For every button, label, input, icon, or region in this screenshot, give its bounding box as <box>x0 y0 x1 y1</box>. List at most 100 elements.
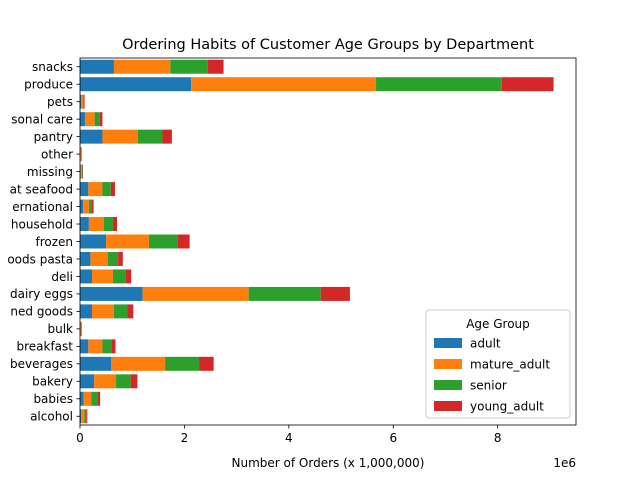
y-tick-label: sonal care <box>11 112 73 126</box>
bar-young_adult-beverages <box>199 356 214 371</box>
y-tick-label: alcohol <box>30 410 73 424</box>
bar-young_adult-personal-care <box>99 112 103 127</box>
bar-adult-alcohol <box>80 409 82 424</box>
bar-mature_adult-personal-care <box>85 112 95 127</box>
bar-adult-breakfast <box>80 339 89 354</box>
legend-label-senior: senior <box>470 379 507 393</box>
y-tick-label: ned goods <box>10 305 73 319</box>
legend-title: Age Group <box>466 317 530 331</box>
bar-adult-personal-care <box>80 112 86 127</box>
bar-senior-international <box>88 199 93 214</box>
bar-adult-dairy-eggs <box>80 286 143 301</box>
bar-senior-breakfast <box>102 339 112 354</box>
y-tick-label: other <box>41 147 73 161</box>
y-tick-label: household <box>11 217 73 231</box>
axes-frame <box>79 57 577 426</box>
y-tick-label: missing <box>27 165 73 179</box>
y-tick-label: babies <box>33 392 73 406</box>
bar-mature_adult-beverages <box>111 356 166 371</box>
y-tick-label: deli <box>51 270 73 284</box>
y-tick-label: bulk <box>47 322 73 336</box>
y-tick-label: snacks <box>32 60 73 74</box>
bar-adult-pets <box>80 94 82 109</box>
bar-adult-babies <box>80 391 84 406</box>
y-tick-label: pets <box>47 95 73 109</box>
y-tick-label: dairy eggs <box>10 287 73 301</box>
bar-mature_adult-dairy-eggs <box>142 286 249 301</box>
bar-mature_adult-missing <box>80 164 82 179</box>
y-tick-label: breakfast <box>16 340 73 354</box>
bar-adult-canned-goods <box>80 304 93 319</box>
bar-senior-personal-care <box>94 112 100 127</box>
bar-senior-missing <box>81 164 83 179</box>
bar-senior-snacks <box>170 59 208 74</box>
bar-young_adult-alcohol <box>86 409 88 424</box>
bar-senior-pets <box>83 94 85 109</box>
bar-mature_adult-breakfast <box>88 339 103 354</box>
y-tick-label: oods pasta <box>7 252 73 266</box>
bar-mature_adult-other <box>80 147 82 162</box>
legend-box <box>425 309 571 419</box>
bar-adult-beverages <box>80 356 112 371</box>
bar-young_adult-snacks <box>207 59 224 74</box>
bar-adult-snacks <box>80 59 114 74</box>
bar-senior-beverages <box>165 356 200 371</box>
bar-mature_adult-produce <box>191 77 377 92</box>
bar-mature_adult-babies <box>83 391 92 406</box>
bar-mature_adult-deli <box>92 269 113 284</box>
bar-young_adult-breakfast <box>111 339 116 354</box>
plot-area: alcohol babies bakery beverages breakfast bul… <box>7 57 577 445</box>
bar-mature_adult-alcohol <box>81 409 85 424</box>
legend-label-mature_adult: mature_adult <box>470 358 550 372</box>
bar-adult-produce <box>80 77 192 92</box>
y-tick-label: frozen <box>35 235 73 249</box>
x-tick-label: 6 <box>389 431 397 445</box>
chart-title: Ordering Habits of Customer Age Groups b… <box>122 37 534 53</box>
bar-mature_adult-meat-seafood <box>88 182 103 197</box>
bar-senior-dry-goods-pasta <box>107 251 119 266</box>
bar-young_adult-deli <box>125 269 132 284</box>
bar-young_adult-produce <box>501 77 554 92</box>
bar-young_adult-meat-seafood <box>110 182 115 197</box>
bar-mature_adult-pets <box>81 94 84 109</box>
bar-mature_adult-household <box>88 217 105 232</box>
x-tick-label: 0 <box>76 431 84 445</box>
bar-young_adult-pets <box>84 94 85 109</box>
x-axis-label: Number of Orders (x 1,000,000) <box>232 456 425 470</box>
legend-label-young_adult: young_adult <box>470 400 544 414</box>
bar-young_adult-frozen <box>177 234 190 249</box>
bar-young_adult-babies <box>97 391 101 406</box>
bar-young_adult-canned-goods <box>127 304 134 319</box>
bar-adult-household <box>80 217 89 232</box>
bar-senior-frozen <box>148 234 178 249</box>
bar-senior-pantry <box>137 129 163 144</box>
x-tick-label: 2 <box>181 431 189 445</box>
legend-label-adult: adult <box>470 337 501 351</box>
y-tick-label: at seafood <box>10 182 73 196</box>
bar-young_adult-bakery <box>130 374 138 389</box>
y-tick-label: ernational <box>12 200 73 214</box>
bar-mature_adult-canned-goods <box>92 304 114 319</box>
bar-senior-bakery <box>116 374 131 389</box>
bar-young_adult-international <box>92 199 94 214</box>
bar-senior-babies <box>91 391 98 406</box>
bar-adult-pantry <box>80 129 103 144</box>
bar-senior-meat-seafood <box>102 182 111 197</box>
bar-senior-produce <box>376 77 502 92</box>
bar-mature_adult-pantry <box>102 129 138 144</box>
x-tick-label: 8 <box>494 431 502 445</box>
y-tick-label: beverages <box>10 357 73 371</box>
bar-young_adult-household <box>112 217 118 232</box>
bar-young_adult-dairy-eggs <box>320 286 350 301</box>
bar-adult-international <box>80 199 84 214</box>
legend-swatch-adult <box>434 338 462 348</box>
y-tick-label: pantry <box>34 130 73 144</box>
bar-mature_adult-bakery <box>94 374 117 389</box>
bar-mature_adult-dry-goods-pasta <box>90 251 108 266</box>
x-tick-label: 4 <box>285 431 293 445</box>
bar-mature_adult-bulk <box>80 321 82 336</box>
legend-swatch-young_adult <box>434 401 462 411</box>
bar-adult-bakery <box>80 374 95 389</box>
